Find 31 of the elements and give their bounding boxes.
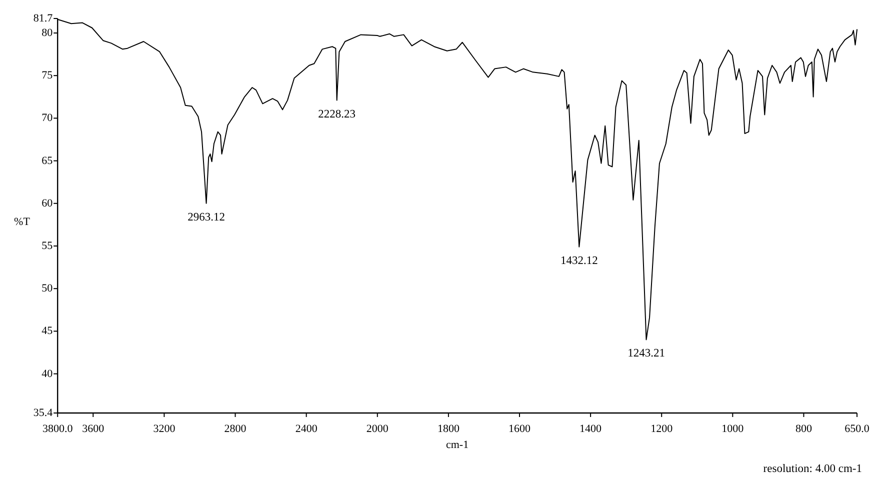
y-tick-label: 65 (42, 154, 54, 167)
y-tick-label: 45 (42, 325, 54, 338)
x-tick-label: 1400 (580, 423, 602, 435)
x-tick-label: 3600 (82, 423, 105, 435)
x-tick-label: 2400 (295, 423, 318, 435)
y-tick-label: 80 (42, 26, 54, 39)
annotation: 2228.23 (318, 108, 356, 120)
text: resolution: 4.00 cm-1 (763, 463, 862, 475)
x-axis-title: cm-1 (446, 439, 469, 451)
annotation: 1243.21 (628, 348, 666, 360)
y-tick-label: 60 (42, 197, 54, 210)
x-tick-label: 1000 (722, 423, 744, 435)
y-tick-label: 55 (42, 240, 54, 252)
y-tick-label: 81.7 (33, 12, 54, 24)
y-tick-label: 70 (42, 112, 54, 124)
y-tick-label: 75 (42, 70, 54, 82)
x-tick-label: 2800 (224, 423, 247, 435)
x-tick-label: 800 (795, 423, 812, 435)
x-tick-label: 3800.0 (42, 423, 74, 435)
x-tick-label: 1800 (437, 423, 460, 435)
annotation: 1432.12 (560, 255, 598, 268)
x-tick-label: 2000 (366, 423, 389, 435)
x-tick-label: 650.0 (844, 423, 870, 435)
x-tick-label: 1200 (650, 423, 674, 435)
y-tick-label: 40 (42, 368, 54, 380)
x-tick-label: 1600 (508, 423, 532, 435)
y-tick-label: 50 (42, 282, 54, 295)
annotation: 2963.12 (188, 212, 226, 224)
y-axis-title: %T (14, 216, 30, 228)
x-tick-label: 3200 (153, 423, 176, 435)
y-tick-label: 35.4 (33, 407, 54, 419)
